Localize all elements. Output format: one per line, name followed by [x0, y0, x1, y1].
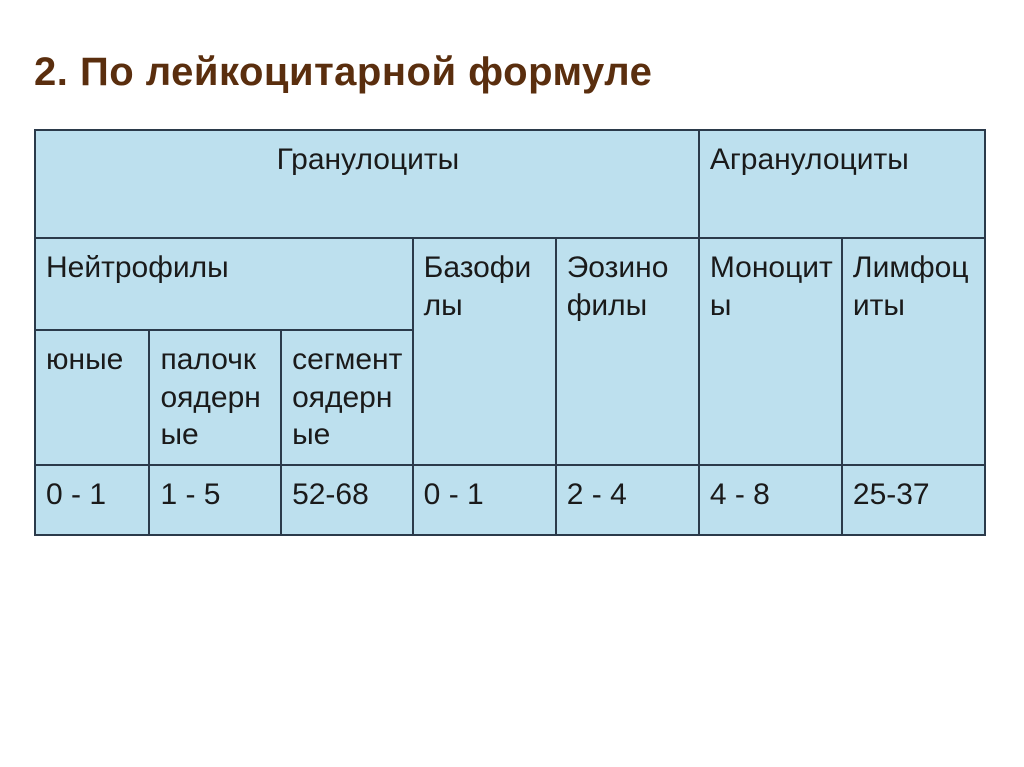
slide: 2. По лейкоцитарной формуле Гранулоциты …	[0, 0, 1024, 767]
value-band: 1 - 5	[149, 465, 281, 535]
header-granulocytes: Гранулоциты	[35, 130, 699, 238]
header-basophils: Базофилы	[413, 238, 556, 465]
header-agranulocytes: Агранулоциты	[699, 130, 985, 238]
header-neutrophils: Нейтрофилы	[35, 238, 413, 330]
header-monocytes: Моноциты	[699, 238, 842, 465]
value-lymphocytes: 25-37	[842, 465, 985, 535]
header-eosinophils: Эозинофилы	[556, 238, 699, 465]
value-basophils: 0 - 1	[413, 465, 556, 535]
value-segmented: 52-68	[281, 465, 413, 535]
header-lymphocytes: Лимфоциты	[842, 238, 985, 465]
header-neutrophils-segmented: сегментоядерные	[281, 330, 413, 465]
table-row: Нейтрофилы Базофилы Эозинофилы Моноциты …	[35, 238, 985, 330]
leukocyte-formula-table: Гранулоциты Агранулоциты Нейтрофилы Базо…	[34, 129, 986, 536]
value-eosinophils: 2 - 4	[556, 465, 699, 535]
value-monocytes: 4 - 8	[699, 465, 842, 535]
value-young: 0 - 1	[35, 465, 149, 535]
header-neutrophils-young: юные	[35, 330, 149, 465]
header-neutrophils-band: палочкоядерные	[149, 330, 281, 465]
slide-title: 2. По лейкоцитарной формуле	[34, 50, 990, 95]
table-row: 0 - 1 1 - 5 52-68 0 - 1 2 - 4 4 - 8 25-3…	[35, 465, 985, 535]
table-row: Гранулоциты Агранулоциты	[35, 130, 985, 238]
